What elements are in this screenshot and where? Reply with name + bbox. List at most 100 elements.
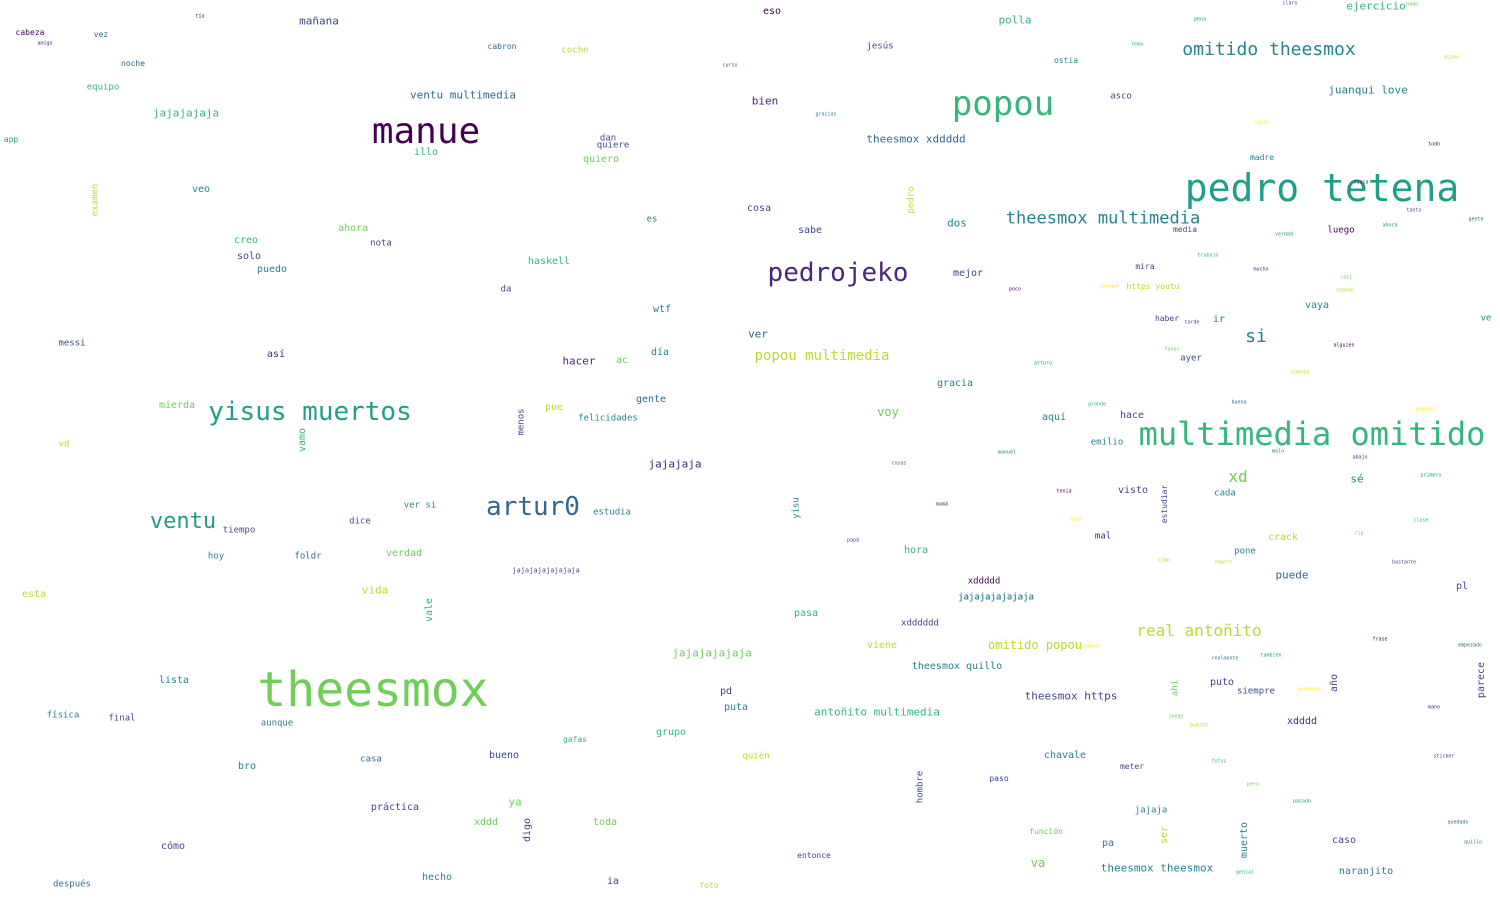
word-21: theesmox https [1024, 689, 1118, 703]
word-24: jajajaja [648, 457, 702, 471]
word-155: ia [606, 876, 620, 887]
word-19: antoñito multimedia [814, 705, 940, 719]
word-110: mal [1094, 531, 1112, 542]
word-74: así [266, 349, 286, 360]
word-44: illo [413, 147, 439, 158]
word-141: ahí [1170, 679, 1181, 697]
word-99: ver si [403, 500, 437, 511]
word-139: parece [1476, 661, 1487, 699]
tiny-word-30: frase [1372, 636, 1388, 643]
word-18: omitido popou [988, 638, 1082, 652]
word-62: mejor [952, 268, 984, 279]
tiny-word-57: juego [1168, 713, 1184, 720]
word-85: pue [544, 402, 564, 413]
word-32: polla [998, 13, 1032, 27]
word-27: jajajajajajajaja [512, 566, 580, 575]
word-77: día [650, 347, 670, 358]
word-119: final [108, 713, 136, 724]
word-47: dan [599, 133, 617, 144]
tiny-word-3: curso [722, 62, 738, 69]
word-6: yisus muertos [208, 397, 412, 427]
word-71: ve [1480, 313, 1492, 324]
tiny-word-4: gracias [815, 111, 837, 118]
tiny-word-56: genial [1235, 869, 1255, 876]
word-33: ejercicio [1346, 0, 1406, 13]
tiny-word-12: tanto [1406, 207, 1422, 214]
word-42: ostia [1053, 56, 1079, 65]
word-53: pedro [906, 186, 917, 214]
tiny-word-17: casi [1339, 274, 1353, 281]
word-107: crack [1267, 532, 1299, 543]
tiny-word-25: primero [1420, 472, 1442, 479]
word-118: física [46, 710, 80, 721]
word-50: cosa [746, 203, 772, 214]
word-67: vaya [1304, 300, 1330, 311]
tiny-word-54: quillo [1463, 839, 1483, 846]
word-113: pl [1455, 581, 1469, 592]
word-68: haber [1154, 314, 1180, 323]
word-36: noche [120, 59, 146, 68]
word-52: sabe [797, 225, 823, 236]
word-105: vale [424, 597, 435, 623]
word-48: veo [191, 184, 211, 195]
word-98: dice [349, 516, 371, 527]
tiny-word-47: favor [1164, 346, 1180, 353]
tiny-word-35: también [1260, 652, 1282, 659]
tiny-word-7: nada [1405, 1, 1419, 8]
word-12: si [1245, 326, 1267, 347]
word-22: theesmox quillo [911, 661, 1003, 672]
tiny-word-11: nunca [1353, 179, 1369, 186]
word-149: naranjito [1338, 866, 1394, 877]
tiny-word-1: amigo [37, 40, 53, 47]
tiny-word-9: igual [1254, 119, 1270, 126]
word-7: artur0 [486, 492, 580, 522]
word-1: pedro tetena [1184, 166, 1460, 210]
word-57: puedo [256, 264, 288, 275]
word-64: media [1172, 225, 1198, 234]
word-72: https youtu [1126, 282, 1180, 291]
tiny-word-46: grande [1087, 401, 1107, 408]
word-76: wtf [652, 304, 672, 315]
tiny-word-41: mamá [935, 501, 949, 508]
tiny-word-26: clase [1413, 517, 1429, 524]
word-121: pd [719, 686, 733, 697]
word-101: foldr [294, 551, 322, 562]
word-108: pone [1234, 546, 1256, 557]
word-137: siempre [1237, 686, 1275, 697]
word-127: casa [360, 754, 382, 765]
word-142: paso [989, 774, 1009, 783]
word-0: theesmox [257, 662, 489, 718]
word-102: verdad [385, 548, 423, 559]
tiny-word-59: semana [1080, 643, 1100, 650]
word-45: quiero [582, 154, 620, 165]
tiny-word-45: arturo [1033, 360, 1053, 367]
word-148: pa [1101, 838, 1115, 849]
word-2: manue [371, 111, 481, 152]
word-106: hora [903, 545, 929, 556]
tiny-word-5: pena [1193, 16, 1207, 23]
word-94: estudiar [1160, 484, 1169, 524]
word-138: año [1329, 673, 1340, 693]
tiny-word-33: empezado [1457, 642, 1483, 649]
word-75: ver [748, 327, 768, 341]
tiny-word-36: fotos [1211, 758, 1227, 765]
word-96: estudia [593, 507, 631, 518]
tiny-word-53: quedado [1447, 819, 1469, 826]
word-140: xdddd [1286, 716, 1318, 727]
word-30: mañana [299, 14, 339, 28]
tiny-word-50: alguien [1333, 342, 1355, 349]
tiny-word-37: pero [1246, 781, 1260, 788]
word-92: visto [1117, 485, 1149, 496]
tiny-word-14: ahora [1382, 222, 1398, 229]
word-37: equipo [86, 82, 120, 93]
word-79: gracia [936, 378, 974, 389]
word-100: hoy [207, 551, 225, 562]
word-70: ayer [1180, 353, 1202, 364]
tiny-word-58: puesto [1189, 722, 1209, 729]
word-124: bueno [488, 750, 520, 761]
tiny-word-32: sticker [1433, 753, 1455, 760]
word-93: cada [1214, 488, 1236, 499]
word-154: hecho [421, 872, 453, 883]
word-56: solo [236, 251, 262, 262]
